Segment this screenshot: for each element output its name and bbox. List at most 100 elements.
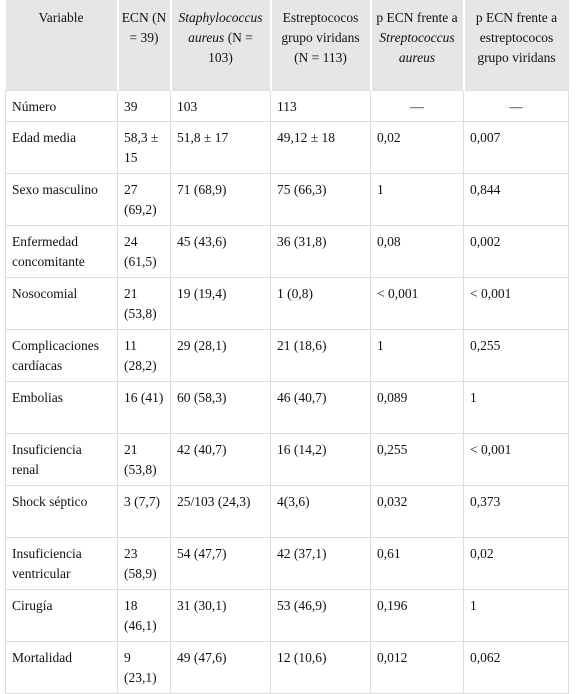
row-label: Enfermedad concomitante [5,225,118,278]
cell: 0,02 [463,537,569,590]
header-text: Variable [38,10,84,25]
cell: 36 (31,8) [270,225,371,278]
cell: 16 (41) [117,381,171,434]
header-italic: Staphylococcus aureus [178,10,263,45]
cell: 1 [463,589,569,642]
table-row: Nosocomial 21 (53,8) 19 (19,4) 1 (0,8) < 0,0… [5,277,569,330]
cell: 0,089 [370,381,464,434]
cell: 42 (37,1) [270,537,371,590]
cell: 1 (0,8) [270,277,371,330]
cell: 0,196 [370,589,464,642]
header-text: (N = 103) [208,30,253,65]
cell: 0,02 [370,121,464,174]
cell: 58,3 ± 15 [117,121,171,174]
table-row: Número 39 103 113— — [5,90,569,122]
cell: 49 (47,6) [170,641,271,694]
cell: 45 (43,6) [170,225,271,278]
cell: 54 (47,7) [170,537,271,590]
cell: 0,08 [370,225,464,278]
cell: — [463,90,569,122]
cell: — [370,90,464,122]
cell: 21 (53,8) [117,433,171,486]
cell: 0,844 [463,173,569,226]
cell: 46 (40,7) [270,381,371,434]
header-text: p ECN frente a estreptococos grupo virid… [475,10,558,65]
table-row: Shock séptico 3 (7,7) 25/103 (24,3) 4(3,6) 0… [5,485,569,538]
cell: 103 [170,90,271,122]
header-cell: p ECN frente a estreptococos grupo virid… [462,0,569,91]
table-row: Complicaciones cardíacas 11 (28,2) 29 (28,… [5,329,569,382]
table-body: Número 39 103 113— — Edad media 58,3 ± 15 51,8 … [5,90,569,694]
cell: 19 (19,4) [170,277,271,330]
cell: 31 (30,1) [170,589,271,642]
table-row: Cirugía 18 (46,1) 31 (30,1) 53 (46,9) 0,196 1 [5,589,569,642]
cell: 39 [117,90,171,122]
cell: 1 [463,381,569,434]
table-header: Variable ECN (N = 39) Staphylococcus aureu… [5,0,569,91]
cell: 23 (58,9) [117,537,171,590]
cell: 49,12 ± 18 [270,121,371,174]
header-cell: Staphylococcus aureus (N = 103) [169,0,271,91]
header-cell: Estreptococos grupo viridans (N = 113) [269,0,371,91]
cell: < 0,001 [463,277,569,330]
table-row: Sexo masculino 27 (69,2) 71 (68,9) 75 (66,3… [5,173,569,226]
header-cell: p ECN frente a Streptococcus aureus [369,0,464,91]
cell: 0,007 [463,121,569,174]
cell: 0,002 [463,225,569,278]
table-row: Enfermedad concomitante 24 (61,5) 45 (43,6… [5,225,569,278]
cell: 12 (10,6) [270,641,371,694]
header-text: ECN (N = 39) [121,10,167,45]
cell: 53 (46,9) [270,589,371,642]
row-label: Nosocomial [5,277,118,330]
cell: 4(3,6) [270,485,371,538]
cell: 1 [370,173,464,226]
cell: 29 (28,1) [170,329,271,382]
cell: 1 [370,329,464,382]
row-label: Mortalidad [5,641,118,694]
cell: 60 (58,3) [170,381,271,434]
cell: 42 (40,7) [170,433,271,486]
data-table: Variable ECN (N = 39) Staphylococcus aureu… [5,0,569,694]
row-label: Número [5,90,118,122]
cell: 0,255 [370,433,464,486]
table-row: Insuficiencia renal 21 (53,8) 42 (40,7) 16 … [5,433,569,486]
cell: 113 [270,90,371,122]
cell: 0,373 [463,485,569,538]
cell: 0,012 [370,641,464,694]
header-text: p ECN frente a [376,10,458,25]
cell: 16 (14,2) [270,433,371,486]
cell: 0,032 [370,485,464,538]
cell: 11 (28,2) [117,329,171,382]
row-label: Edad media [5,121,118,174]
row-label: Complicaciones cardíacas [5,329,118,382]
cell: 18 (46,1) [117,589,171,642]
cell: < 0,001 [463,433,569,486]
row-label: Embolias [5,381,118,434]
cell: 25/103 (24,3) [170,485,271,538]
cell: 75 (66,3) [270,173,371,226]
header-text: Estreptococos grupo viridans (N = 113) [281,10,360,65]
row-label: Insuficiencia renal [5,433,118,486]
header-italic: Streptococcus aureus [379,30,455,65]
table-row: Edad media 58,3 ± 15 51,8 ± 17 49,12 ± 18 0,… [5,121,569,174]
cell: 21 (53,8) [117,277,171,330]
table-row: Embolias 16 (41) 60 (58,3) 46 (40,7) 0,089 1 [5,381,569,434]
header-row: Variable ECN (N = 39) Staphylococcus aureu… [5,0,569,91]
cell: < 0,001 [370,277,464,330]
row-label: Sexo masculino [5,173,118,226]
cell: 0,255 [463,329,569,382]
cell: 21 (18,6) [270,329,371,382]
cell: 0,61 [370,537,464,590]
table-row: Insuficiencia ventricular 23 (58,9) 54 (47… [5,537,569,590]
header-cell: ECN (N = 39) [116,0,171,91]
cell: 51,8 ± 17 [170,121,271,174]
cell: 3 (7,7) [117,485,171,538]
header-cell: Variable [5,0,118,91]
row-label: Insuficiencia ventricular [5,537,118,590]
cell: 27 (69,2) [117,173,171,226]
cell: 24 (61,5) [117,225,171,278]
row-label: Cirugía [5,589,118,642]
cell: 71 (68,9) [170,173,271,226]
row-label: Shock séptico [5,485,118,538]
